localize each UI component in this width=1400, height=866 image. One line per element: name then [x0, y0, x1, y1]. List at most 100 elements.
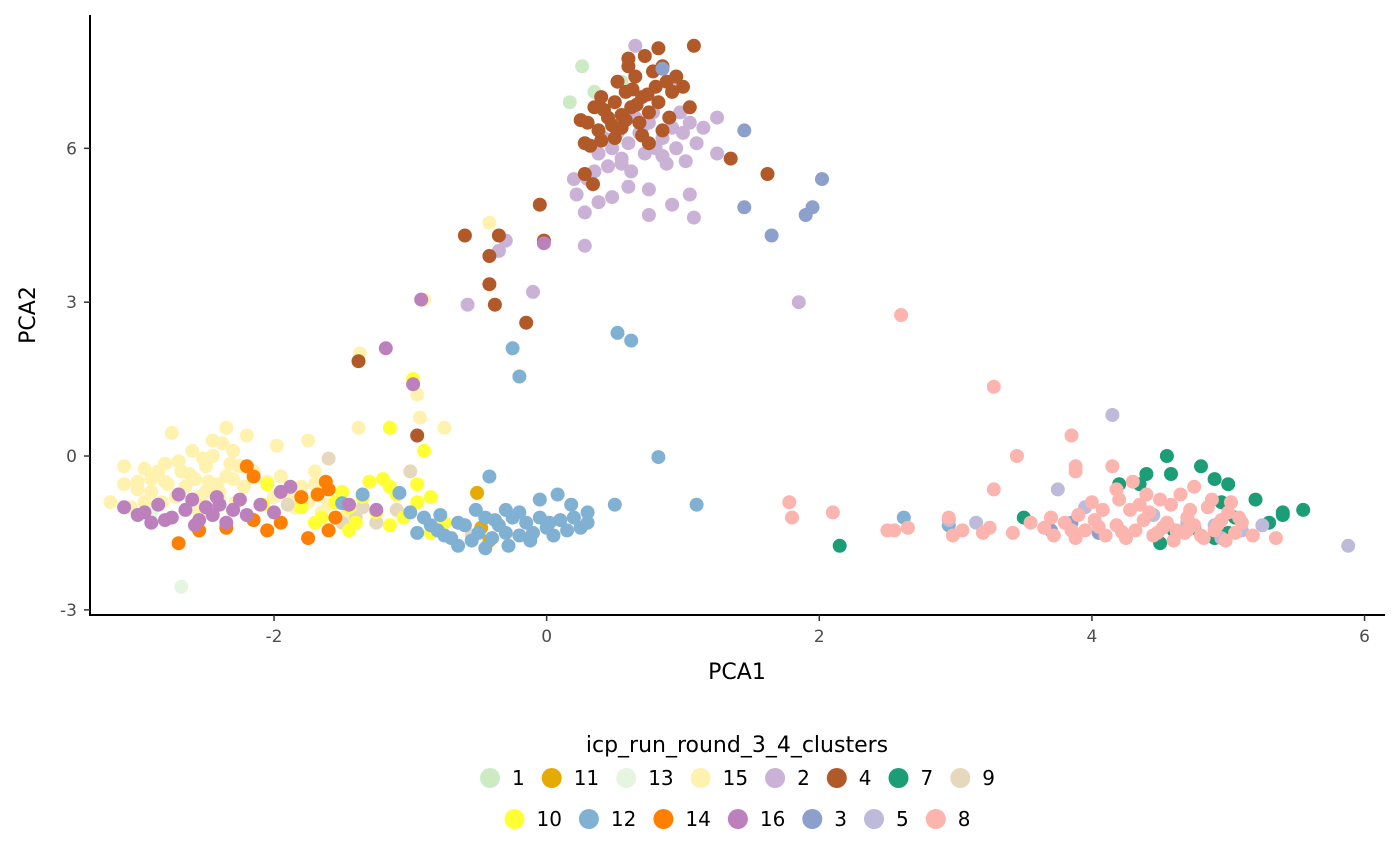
point-cluster-4	[651, 41, 666, 56]
legend-label-12: 12	[611, 807, 636, 831]
point-cluster-8	[1207, 523, 1222, 538]
point-cluster-12	[403, 505, 418, 520]
point-cluster-5	[1255, 518, 1270, 533]
point-cluster-12	[624, 333, 639, 348]
point-cluster-16	[178, 502, 193, 517]
point-cluster-16	[239, 508, 254, 522]
point-cluster-7	[1275, 508, 1290, 522]
point-cluster-8	[1071, 508, 1086, 522]
point-cluster-10	[342, 523, 356, 538]
point-cluster-15	[269, 438, 284, 453]
point-cluster-12	[532, 492, 547, 507]
point-cluster-16	[406, 377, 421, 392]
point-cluster-15	[437, 420, 452, 435]
point-cluster-16	[378, 341, 393, 356]
point-cluster-4	[605, 118, 620, 133]
point-cluster-12	[464, 533, 479, 548]
legend-key-9	[950, 768, 971, 788]
point-cluster-15	[137, 461, 152, 476]
y-tick-label: 6	[66, 139, 77, 159]
point-cluster-12	[498, 502, 513, 517]
x-tick-label: 0	[541, 627, 552, 647]
point-cluster-12	[560, 523, 575, 538]
point-cluster-12	[519, 515, 534, 530]
point-cluster-15	[239, 428, 254, 443]
point-cluster-12	[546, 528, 561, 543]
point-cluster-10	[294, 500, 309, 515]
point-cluster-15	[482, 215, 497, 230]
point-cluster-4	[676, 79, 690, 94]
point-cluster-4	[665, 84, 680, 99]
point-cluster-7	[1248, 492, 1263, 507]
point-cluster-15	[237, 479, 251, 494]
point-cluster-7	[1164, 467, 1178, 481]
point-cluster-12	[451, 538, 466, 553]
point-cluster-4	[487, 297, 502, 312]
point-cluster-8	[1268, 531, 1283, 546]
point-cluster-2	[628, 38, 643, 53]
point-cluster-2	[566, 172, 581, 187]
point-cluster-12	[607, 497, 622, 512]
legend-key-2	[765, 768, 786, 788]
point-cluster-4	[637, 49, 652, 63]
legend-key-7	[888, 768, 909, 788]
point-cluster-16	[253, 497, 268, 512]
point-cluster-8	[1164, 497, 1178, 512]
point-cluster-10	[410, 477, 425, 492]
point-cluster-8	[880, 523, 895, 538]
point-cluster-8	[1218, 533, 1233, 548]
point-cluster-14	[246, 469, 261, 484]
point-cluster-8	[1064, 523, 1079, 538]
legend-key-1	[480, 768, 500, 788]
point-cluster-8	[941, 510, 956, 525]
point-cluster-15	[351, 420, 366, 435]
y-tick-label: 3	[66, 293, 77, 313]
point-cluster-2	[605, 190, 620, 205]
point-cluster-4	[586, 177, 600, 192]
point-cluster-4	[629, 97, 644, 112]
point-cluster-4	[596, 102, 611, 117]
x-tick-label: 2	[814, 627, 825, 647]
point-cluster-12	[485, 531, 500, 546]
point-cluster-13	[174, 579, 189, 594]
point-cluster-1	[562, 95, 577, 110]
point-cluster-4	[618, 113, 633, 128]
point-cluster-2	[665, 197, 680, 212]
point-cluster-4	[625, 82, 640, 97]
point-cluster-16	[209, 490, 224, 505]
point-cluster-4	[591, 123, 606, 138]
legend-label-8: 8	[958, 807, 971, 831]
point-cluster-8	[1112, 492, 1127, 507]
point-cluster-7	[1221, 477, 1236, 492]
point-cluster-12	[410, 525, 425, 540]
point-cluster-2	[682, 115, 697, 130]
x-tick-label: 6	[1359, 627, 1370, 647]
legend-label-5: 5	[896, 807, 909, 831]
point-cluster-16	[226, 502, 241, 517]
point-cluster-2	[641, 182, 656, 197]
point-cluster-8	[1084, 495, 1099, 510]
point-cluster-15	[137, 495, 152, 510]
point-cluster-3	[764, 228, 779, 243]
point-cluster-8	[1078, 523, 1093, 538]
point-cluster-2	[601, 159, 615, 174]
point-cluster-10	[382, 420, 397, 435]
point-cluster-8	[1037, 520, 1052, 535]
point-cluster-12	[487, 513, 502, 528]
legend-label-14: 14	[685, 807, 710, 831]
legend-label-4: 4	[859, 766, 872, 790]
point-cluster-3	[655, 61, 670, 76]
x-tick-label: -2	[266, 627, 283, 647]
legend-label-1: 1	[512, 766, 525, 790]
point-cluster-3	[805, 200, 820, 215]
point-cluster-15	[301, 433, 316, 448]
point-cluster-15	[412, 410, 427, 425]
point-cluster-12	[564, 497, 579, 512]
y-tick-label: -3	[60, 601, 77, 621]
point-cluster-15	[103, 495, 118, 510]
point-cluster-8	[1196, 531, 1211, 546]
point-cluster-8	[894, 308, 909, 322]
point-cluster-12	[498, 525, 513, 540]
point-cluster-16	[188, 518, 202, 533]
point-cluster-11	[470, 485, 485, 500]
